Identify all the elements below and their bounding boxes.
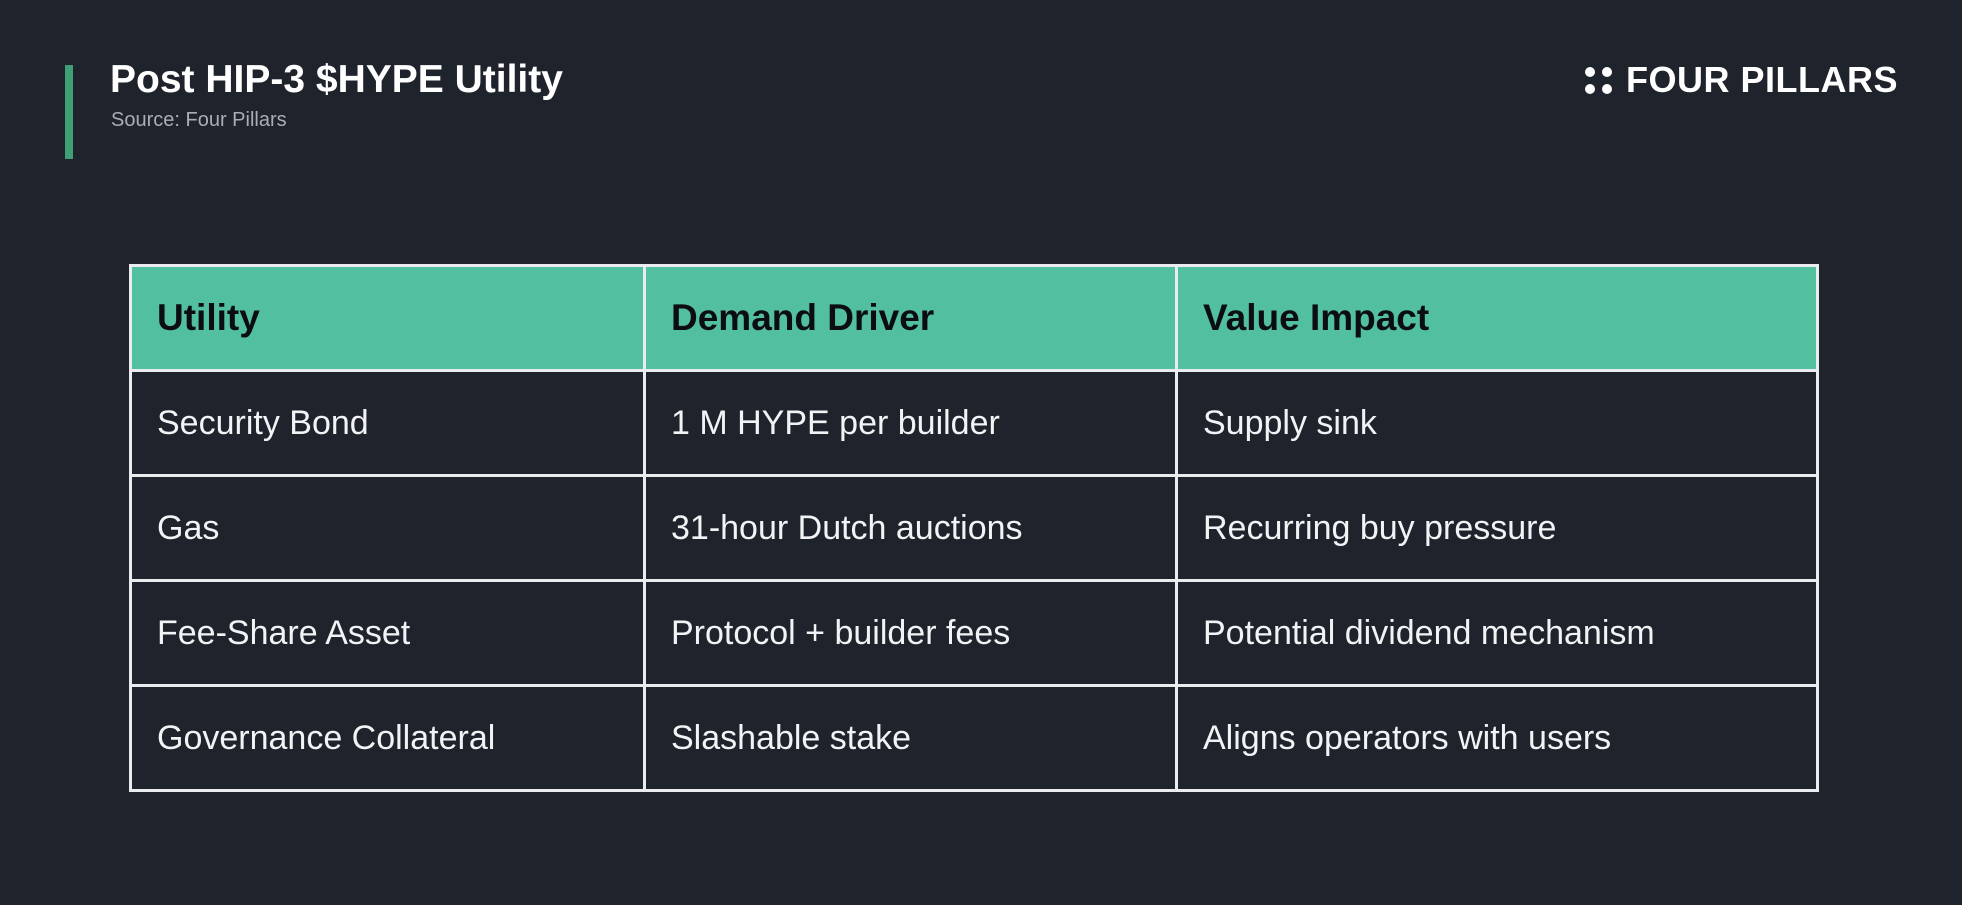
cell-utility: Fee-Share Asset [129,579,646,687]
column-header-utility: Utility [129,264,646,372]
cell-utility: Security Bond [129,369,646,477]
utility-table: Utility Demand Driver Value Impact Secur… [129,264,1819,792]
column-header-demand-driver: Demand Driver [643,264,1178,372]
column-header-value-impact: Value Impact [1175,264,1819,372]
cell-demand-driver: Protocol + builder fees [643,579,1178,687]
brand-logo: FOUR PILLARS [1585,58,1898,102]
cell-utility: Governance Collateral [129,684,646,792]
cell-demand-driver: 1 M HYPE per builder [643,369,1178,477]
cell-utility: Gas [129,474,646,582]
cell-value-impact: Recurring buy pressure [1175,474,1819,582]
cell-demand-driver: 31-hour Dutch auctions [643,474,1178,582]
cell-value-impact: Potential dividend mechanism [1175,579,1819,687]
table-row: Security Bond 1 M HYPE per builder Suppl… [129,369,1819,477]
cell-demand-driver: Slashable stake [643,684,1178,792]
cell-value-impact: Supply sink [1175,369,1819,477]
cell-value-impact: Aligns operators with users [1175,684,1819,792]
brand-name: FOUR PILLARS [1626,59,1898,100]
table-row: Governance Collateral Slashable stake Al… [129,684,1819,792]
source-caption: Source: Four Pillars [111,109,287,131]
page-title: Post HIP-3 $HYPE Utility [110,58,563,101]
table-row: Fee-Share Asset Protocol + builder fees … [129,579,1819,687]
table-header-row: Utility Demand Driver Value Impact [129,264,1819,372]
four-dots-icon [1585,66,1612,94]
table-row: Gas 31-hour Dutch auctions Recurring buy… [129,474,1819,582]
title-accent-bar [65,65,73,159]
